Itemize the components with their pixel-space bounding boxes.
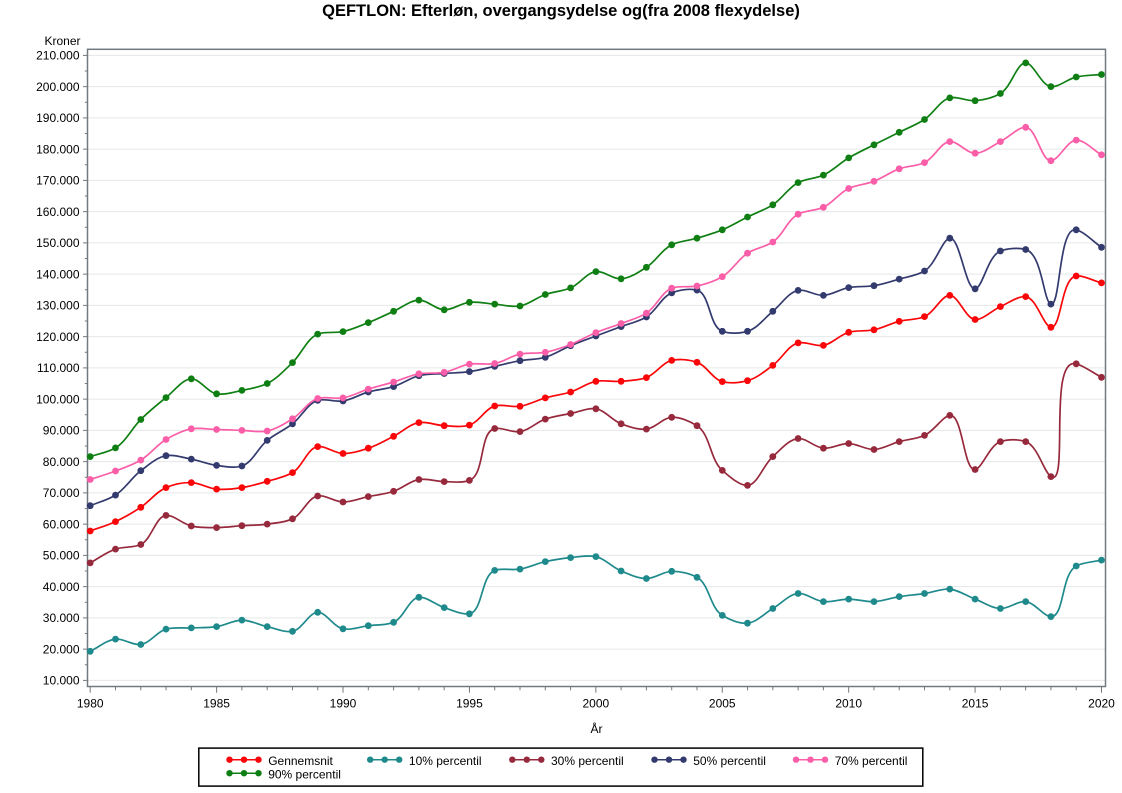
svg-text:10% percentil: 10% percentil [409,754,482,768]
svg-text:40.000: 40.000 [43,580,80,594]
svg-text:År: År [591,721,603,736]
svg-text:10.000: 10.000 [43,674,80,688]
svg-text:180.000: 180.000 [36,142,80,156]
svg-text:1985: 1985 [203,696,230,710]
svg-text:2015: 2015 [962,696,989,710]
svg-text:60.000: 60.000 [43,517,80,531]
svg-text:70% percentil: 70% percentil [835,754,908,768]
svg-text:Gennemsnit: Gennemsnit [268,754,333,768]
svg-text:120.000: 120.000 [36,330,80,344]
svg-text:210.000: 210.000 [36,49,80,63]
svg-text:190.000: 190.000 [36,111,80,125]
svg-text:200.000: 200.000 [36,80,80,94]
svg-text:140.000: 140.000 [36,267,80,281]
svg-text:1980: 1980 [77,696,104,710]
svg-text:Kroner: Kroner [44,34,80,48]
svg-text:80.000: 80.000 [43,455,80,469]
svg-text:150.000: 150.000 [36,236,80,250]
svg-text:20.000: 20.000 [43,642,80,656]
svg-text:2020: 2020 [1088,696,1115,710]
svg-text:130.000: 130.000 [36,299,80,313]
svg-text:30% percentil: 30% percentil [551,754,624,768]
svg-text:90.000: 90.000 [43,424,80,438]
svg-text:30.000: 30.000 [43,611,80,625]
svg-text:70.000: 70.000 [43,486,80,500]
svg-text:2005: 2005 [709,696,736,710]
svg-text:100.000: 100.000 [36,392,80,406]
svg-text:170.000: 170.000 [36,174,80,188]
svg-text:QEFTLON: Efterløn, overgangsyd: QEFTLON: Efterløn, overgangsydelse og(fr… [322,2,800,20]
svg-text:50.000: 50.000 [43,549,80,563]
svg-text:110.000: 110.000 [37,361,80,375]
svg-text:2000: 2000 [582,696,609,710]
svg-text:90% percentil: 90% percentil [268,768,341,782]
svg-text:50% percentil: 50% percentil [693,754,766,768]
svg-text:160.000: 160.000 [36,205,80,219]
svg-text:2010: 2010 [835,696,862,710]
svg-text:1990: 1990 [330,696,357,710]
svg-text:1995: 1995 [456,696,483,710]
